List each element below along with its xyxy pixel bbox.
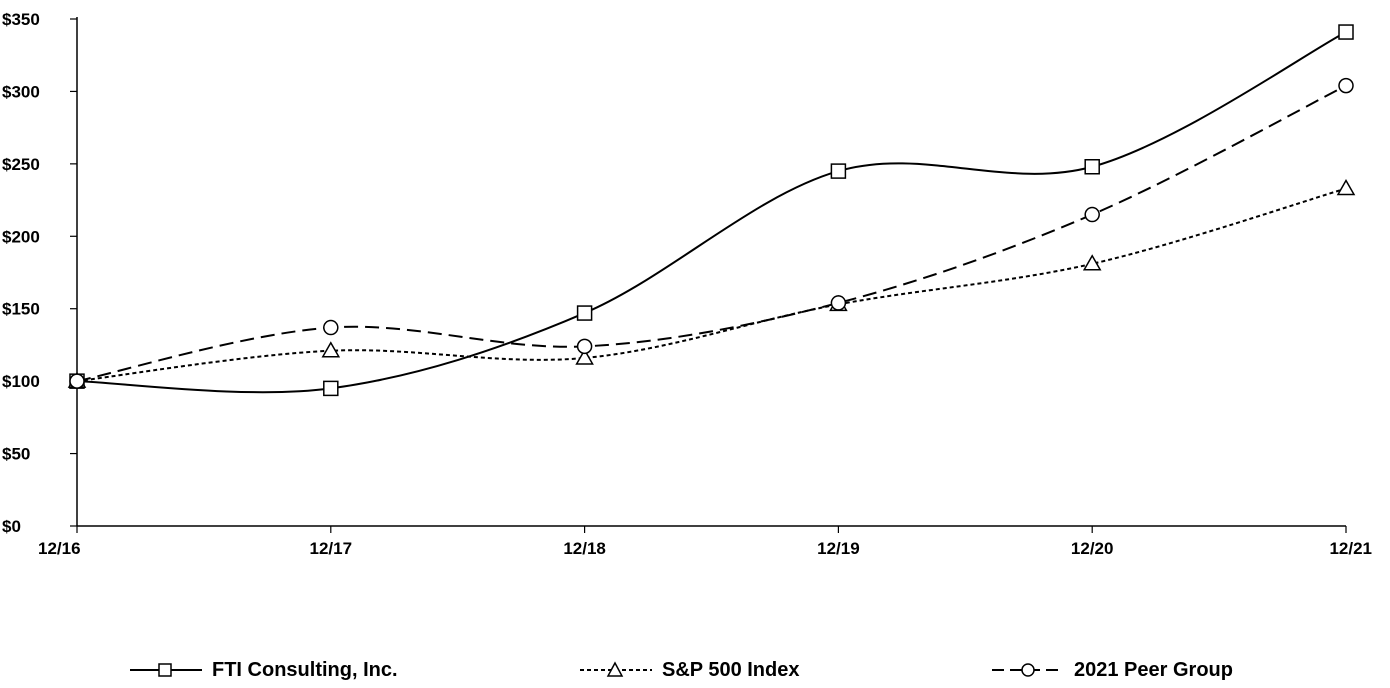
data-point-square <box>576 305 593 321</box>
legend-item-peer: 2021 Peer Group <box>990 652 1233 688</box>
axes <box>76 17 1346 527</box>
series-group <box>67 24 1356 397</box>
series-line-triangle <box>76 187 1347 383</box>
x-tick-label: 12/20 <box>1071 539 1114 558</box>
y-tick-label: $350 <box>2 10 40 29</box>
y-tick-label: $200 <box>2 227 40 246</box>
data-point-circle <box>830 295 847 311</box>
data-point-square <box>1084 159 1100 175</box>
data-point-circle <box>69 373 85 389</box>
data-point-circle <box>576 338 593 355</box>
x-tick-label: 12/21 <box>1329 539 1372 558</box>
legend-swatch-fti <box>130 663 202 677</box>
series-line-circle <box>76 84 1347 383</box>
y-tick-label: $250 <box>2 155 40 174</box>
legend-label-sp500: S&P 500 Index <box>662 658 800 681</box>
legend-item-sp500: S&P 500 Index <box>578 652 799 688</box>
x-tick-label: 12/18 <box>563 539 606 558</box>
data-point-triangle <box>1082 254 1102 271</box>
data-point-square <box>1338 24 1354 40</box>
legend-label-fti: FTI Consulting, Inc. <box>212 658 398 681</box>
chart: $0 $50 $100 $150 $200 $250 $300 $350 12/16 12/17… <box>2 10 1372 558</box>
legend-item-fti: FTI Consulting, Inc. <box>128 652 398 688</box>
x-tick-label: 12/17 <box>310 539 353 558</box>
legend-swatch-sp500 <box>580 661 652 677</box>
data-point-circle <box>323 319 339 336</box>
x-tick-label: 12/19 <box>817 539 860 558</box>
y-tick-label: $100 <box>2 372 40 391</box>
data-point-square <box>323 380 339 397</box>
y-tick-label: $0 <box>2 517 21 536</box>
data-point-circle <box>1338 77 1354 94</box>
legend: FTI Consulting, Inc. S&P 500 Index 2021 … <box>0 652 1390 688</box>
data-point-circle <box>1084 206 1100 223</box>
data-point-square <box>830 163 847 179</box>
data-point-triangle <box>1336 178 1356 196</box>
legend-swatch-peer <box>992 663 1064 677</box>
y-tick-label: $50 <box>2 445 30 464</box>
x-axis-ticks: 12/16 12/17 12/18 12/19 12/20 12/21 <box>38 526 1372 558</box>
y-axis-ticks: $0 $50 $100 $150 $200 $250 $300 $350 <box>2 10 77 536</box>
y-tick-label: $300 <box>2 82 40 101</box>
series-line-square <box>76 31 1347 394</box>
x-tick-label: 12/16 <box>38 539 81 558</box>
data-point-triangle <box>321 341 341 358</box>
data-point-triangle <box>575 348 594 365</box>
y-tick-label: $150 <box>2 300 40 319</box>
legend-label-peer: 2021 Peer Group <box>1074 658 1233 681</box>
